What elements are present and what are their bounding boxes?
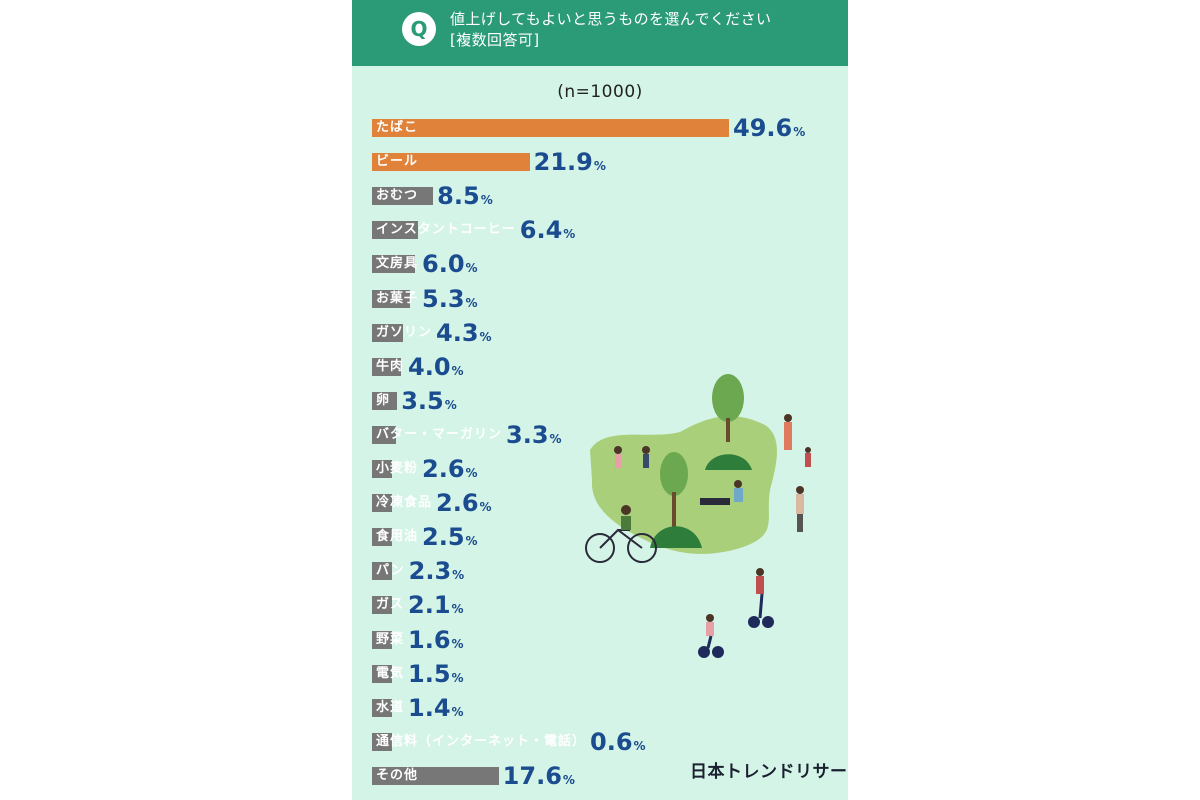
question-line-1: 値上げしてもよいと思うものを選んでください (450, 10, 772, 28)
bar-chart: たばこ 49.6% ビール 21.9% おむつ 8.5% インスタントコーヒー 6.4% 文房具… (352, 0, 848, 800)
bar-label: ガス (376, 597, 405, 613)
bar (372, 425, 396, 444)
bar-value-label: 1.4% (408, 693, 464, 722)
bar-label: 食用油 (376, 529, 419, 545)
bar-label: 小麦粉 (376, 461, 419, 476)
bar-label: ビール (376, 154, 419, 170)
bar-label: 冷凍食品 (376, 495, 433, 511)
bar-label: 牛肉 (376, 358, 405, 374)
bar (372, 766, 499, 785)
question-badge: Q (402, 12, 436, 46)
bar-label: パン (376, 563, 405, 579)
infographic-panel: Q 値上げしてもよいと思うものを選んでください [複数回答可] (n=1000) (352, 0, 848, 800)
bar-value-label: 8.5% (437, 182, 493, 211)
bar-value-label: 21.9% (533, 148, 606, 177)
bar-value-label: 6.4% (519, 216, 576, 245)
bar-label: インスタントコーヒー (376, 222, 516, 238)
bar-value-label: 2.5% (422, 523, 478, 552)
bar-value-label: 4.3% (436, 318, 492, 347)
bar (372, 460, 392, 478)
bar (372, 153, 530, 172)
bar-label: バター・マーガリン (376, 426, 503, 442)
bar-label: たばこ (376, 120, 419, 135)
question-header: Q 値上げしてもよいと思うものを選んでください [複数回答可] (352, 0, 848, 66)
bar-value-label: 17.6% (502, 761, 575, 790)
bar (372, 494, 392, 513)
bar (372, 289, 411, 308)
bar-value-label: 0.6% (590, 727, 646, 756)
bar-value-label: 2.6% (422, 455, 478, 483)
sample-size: (n=1000) (557, 82, 643, 102)
bar (372, 391, 398, 410)
bar (372, 528, 392, 547)
bar-value-label: 2.1% (408, 591, 464, 620)
question-text: 値上げしてもよいと思うものを選んでください [複数回答可] (450, 9, 830, 51)
bar-value-label: 5.3% (422, 284, 478, 313)
bar (372, 698, 392, 717)
bar-value-label: 6.0% (422, 250, 478, 279)
park-illustration (585, 374, 811, 658)
bar (372, 630, 392, 649)
question-line-2: [複数回答可] (450, 31, 540, 49)
bar-value-label: 2.6% (436, 489, 492, 518)
bar-label: 電気 (376, 665, 405, 681)
bar-label: お菓子 (376, 290, 419, 306)
bar-value-label: 3.3% (506, 420, 562, 449)
bar-value-label: 1.5% (408, 659, 464, 688)
bar-value-label: 2.3% (408, 557, 465, 586)
bar-label: 通信料（インターネット・電話） (376, 733, 587, 749)
bar (372, 323, 403, 342)
bar (372, 664, 392, 683)
bar (372, 562, 392, 581)
bar (372, 119, 729, 137)
bar (372, 732, 392, 751)
bar-label: 野菜 (376, 631, 405, 647)
brand-logo: 日本トレンドリサーチ (690, 762, 848, 782)
bar-value-label: 4.0% (408, 352, 464, 381)
bar (372, 187, 434, 206)
bar-label: 卵 (376, 392, 391, 408)
bar-label: 文房具 (376, 256, 419, 272)
bar (372, 255, 416, 274)
bar-value-label: 49.6% (733, 114, 806, 142)
bar-value-label: 1.6% (408, 625, 464, 654)
bar (372, 221, 419, 240)
bar-label: その他 (376, 767, 419, 783)
bar (372, 596, 392, 615)
bar-label: 水道 (376, 699, 405, 715)
bar-label: おむつ (376, 188, 419, 204)
bar-label: ガソリン (376, 324, 433, 340)
bar-value-label: 3.5% (401, 386, 457, 415)
bar (372, 357, 401, 376)
